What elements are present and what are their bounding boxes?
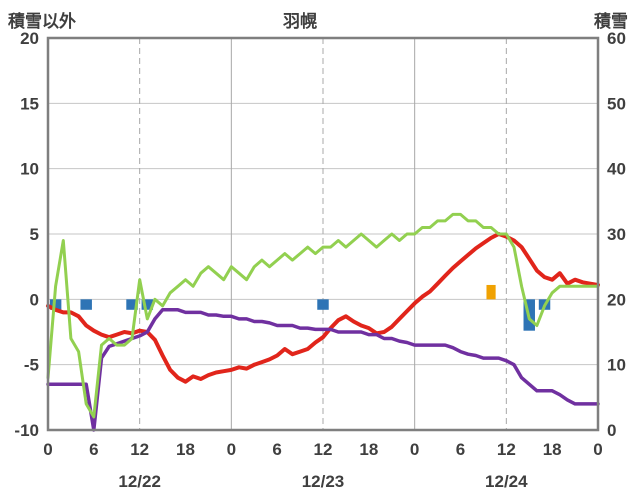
left-axis-title: 積雪以外 <box>8 12 76 31</box>
y-left-tick-label: 5 <box>30 225 39 244</box>
y-right-tick-label: 0 <box>607 421 616 440</box>
x-tick-label: 6 <box>89 440 98 459</box>
plot-frame <box>46 36 600 432</box>
right-axis-title: 積雪 <box>594 12 628 31</box>
gridlines <box>48 38 598 430</box>
y-right-tick-label: 20 <box>607 290 626 309</box>
x-tick-label: 6 <box>272 440 281 459</box>
y-left-tick-label: 15 <box>20 94 39 113</box>
x-tick-label: 0 <box>43 440 52 459</box>
bars <box>49 284 551 331</box>
y-left-tick-label: -5 <box>24 356 39 375</box>
x-date-label: 12/24 <box>485 472 528 491</box>
y-left-tick-label: -10 <box>14 421 39 440</box>
blue-bars <box>80 299 92 310</box>
orange-bar <box>486 284 496 300</box>
y-right-tick-label: 30 <box>607 225 626 244</box>
purple-line <box>46 308 600 432</box>
green-line <box>46 212 600 419</box>
blue-bars <box>126 299 138 310</box>
x-tick-label: 18 <box>359 440 378 459</box>
x-date-label: 12/22 <box>118 472 161 491</box>
blue-bars <box>317 299 329 310</box>
y-right-tick-label: 50 <box>607 94 626 113</box>
series-lines <box>46 212 600 432</box>
x-tick-label: 6 <box>456 440 465 459</box>
x-tick-label: 18 <box>176 440 195 459</box>
x-tick-label: 12 <box>497 440 516 459</box>
blue-bars <box>49 299 62 310</box>
y-left-tick-label: 10 <box>20 160 39 179</box>
y-left-tick-label: 20 <box>20 29 39 48</box>
x-tick-label: 18 <box>543 440 562 459</box>
x-date-label: 12/23 <box>302 472 345 491</box>
x-tick-label: 0 <box>593 440 602 459</box>
blue-bars <box>141 299 154 310</box>
y-right-tick-label: 40 <box>607 160 626 179</box>
y-left-tick-label: 0 <box>30 290 39 309</box>
y-right-tick-label: 10 <box>607 356 626 375</box>
y-right-tick-label: 60 <box>607 29 626 48</box>
x-tick-label: 12 <box>130 440 149 459</box>
x-tick-label: 0 <box>410 440 419 459</box>
x-tick-label: 12 <box>314 440 333 459</box>
x-tick-label: 0 <box>227 440 236 459</box>
chart-title: 羽幌 <box>283 12 317 31</box>
